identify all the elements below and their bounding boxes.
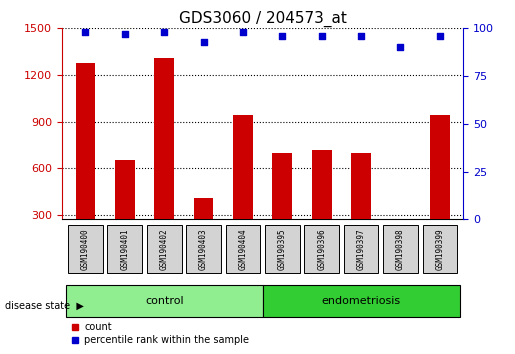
Text: GSM190397: GSM190397: [356, 228, 366, 270]
Legend: count, percentile rank within the sample: count, percentile rank within the sample: [66, 319, 253, 349]
FancyBboxPatch shape: [263, 285, 459, 317]
Point: [357, 33, 365, 39]
Point: [239, 29, 247, 35]
Point: [436, 33, 444, 39]
FancyBboxPatch shape: [265, 225, 300, 273]
Text: GSM190398: GSM190398: [396, 228, 405, 270]
FancyBboxPatch shape: [68, 225, 103, 273]
FancyBboxPatch shape: [383, 225, 418, 273]
FancyBboxPatch shape: [147, 225, 181, 273]
FancyBboxPatch shape: [304, 225, 339, 273]
FancyBboxPatch shape: [186, 225, 221, 273]
FancyBboxPatch shape: [108, 225, 142, 273]
Bar: [154, 58, 174, 262]
Text: control: control: [145, 296, 183, 306]
Text: GSM190403: GSM190403: [199, 228, 208, 270]
FancyBboxPatch shape: [344, 225, 379, 273]
FancyBboxPatch shape: [66, 285, 263, 317]
Text: GSM190401: GSM190401: [121, 228, 129, 270]
Text: endometriosis: endometriosis: [321, 296, 401, 306]
Bar: [312, 150, 332, 262]
Bar: [351, 153, 371, 262]
Text: GSM190402: GSM190402: [160, 228, 169, 270]
Text: GSM190395: GSM190395: [278, 228, 287, 270]
Bar: [391, 221, 410, 262]
Text: disease state  ▶: disease state ▶: [5, 301, 84, 311]
Point: [318, 33, 326, 39]
Bar: [76, 63, 95, 262]
Point: [160, 29, 168, 35]
Bar: [194, 198, 213, 262]
Bar: [115, 160, 134, 262]
Point: [81, 29, 90, 35]
FancyBboxPatch shape: [226, 225, 260, 273]
Point: [278, 33, 286, 39]
Text: GSM190400: GSM190400: [81, 228, 90, 270]
Bar: [430, 115, 450, 262]
Bar: [272, 153, 292, 262]
Point: [199, 39, 208, 45]
Text: GSM190404: GSM190404: [238, 228, 248, 270]
Bar: [233, 115, 253, 262]
FancyBboxPatch shape: [422, 225, 457, 273]
Point: [121, 31, 129, 37]
Point: [397, 45, 405, 50]
Text: GSM190399: GSM190399: [435, 228, 444, 270]
Title: GDS3060 / 204573_at: GDS3060 / 204573_at: [179, 11, 347, 27]
Text: GSM190396: GSM190396: [317, 228, 326, 270]
